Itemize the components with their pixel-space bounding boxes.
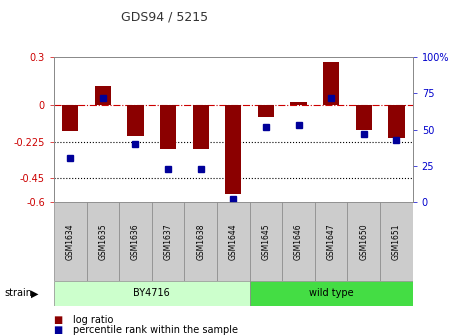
Bar [54, 202, 87, 281]
Text: ■: ■ [54, 325, 66, 335]
Text: GSM1634: GSM1634 [66, 223, 75, 260]
Text: log ratio: log ratio [73, 315, 113, 325]
Text: ■: ■ [54, 315, 66, 325]
Text: ▶: ▶ [30, 288, 38, 298]
Text: GSM1637: GSM1637 [164, 223, 173, 260]
Bar [127, 106, 144, 136]
Bar [250, 202, 282, 281]
Bar [282, 202, 315, 281]
Text: GSM1650: GSM1650 [359, 223, 368, 260]
Bar [348, 202, 380, 281]
Bar [62, 106, 78, 131]
Bar [323, 62, 340, 106]
Bar [250, 281, 413, 306]
Bar [290, 102, 307, 106]
Text: GSM1638: GSM1638 [196, 223, 205, 260]
Bar [119, 202, 152, 281]
Bar [380, 202, 413, 281]
Bar [258, 106, 274, 117]
Text: GSM1644: GSM1644 [229, 223, 238, 260]
Bar [356, 106, 372, 129]
Text: GSM1635: GSM1635 [98, 223, 107, 260]
Text: GSM1647: GSM1647 [327, 223, 336, 260]
Text: percentile rank within the sample: percentile rank within the sample [73, 325, 238, 335]
Bar [54, 281, 250, 306]
Text: GSM1651: GSM1651 [392, 223, 401, 260]
Bar [217, 202, 250, 281]
Bar [87, 202, 119, 281]
Bar [160, 106, 176, 149]
Text: GSM1636: GSM1636 [131, 223, 140, 260]
Text: BY4716: BY4716 [133, 288, 170, 298]
Text: strain: strain [5, 288, 33, 298]
Bar [315, 202, 348, 281]
Bar [193, 106, 209, 149]
Text: wild type: wild type [309, 288, 354, 298]
Bar [95, 86, 111, 106]
Text: GDS94 / 5215: GDS94 / 5215 [121, 10, 208, 23]
Bar [152, 202, 184, 281]
Bar [388, 106, 405, 137]
Text: GSM1645: GSM1645 [261, 223, 271, 260]
Bar [184, 202, 217, 281]
Bar [225, 106, 242, 194]
Text: GSM1646: GSM1646 [294, 223, 303, 260]
